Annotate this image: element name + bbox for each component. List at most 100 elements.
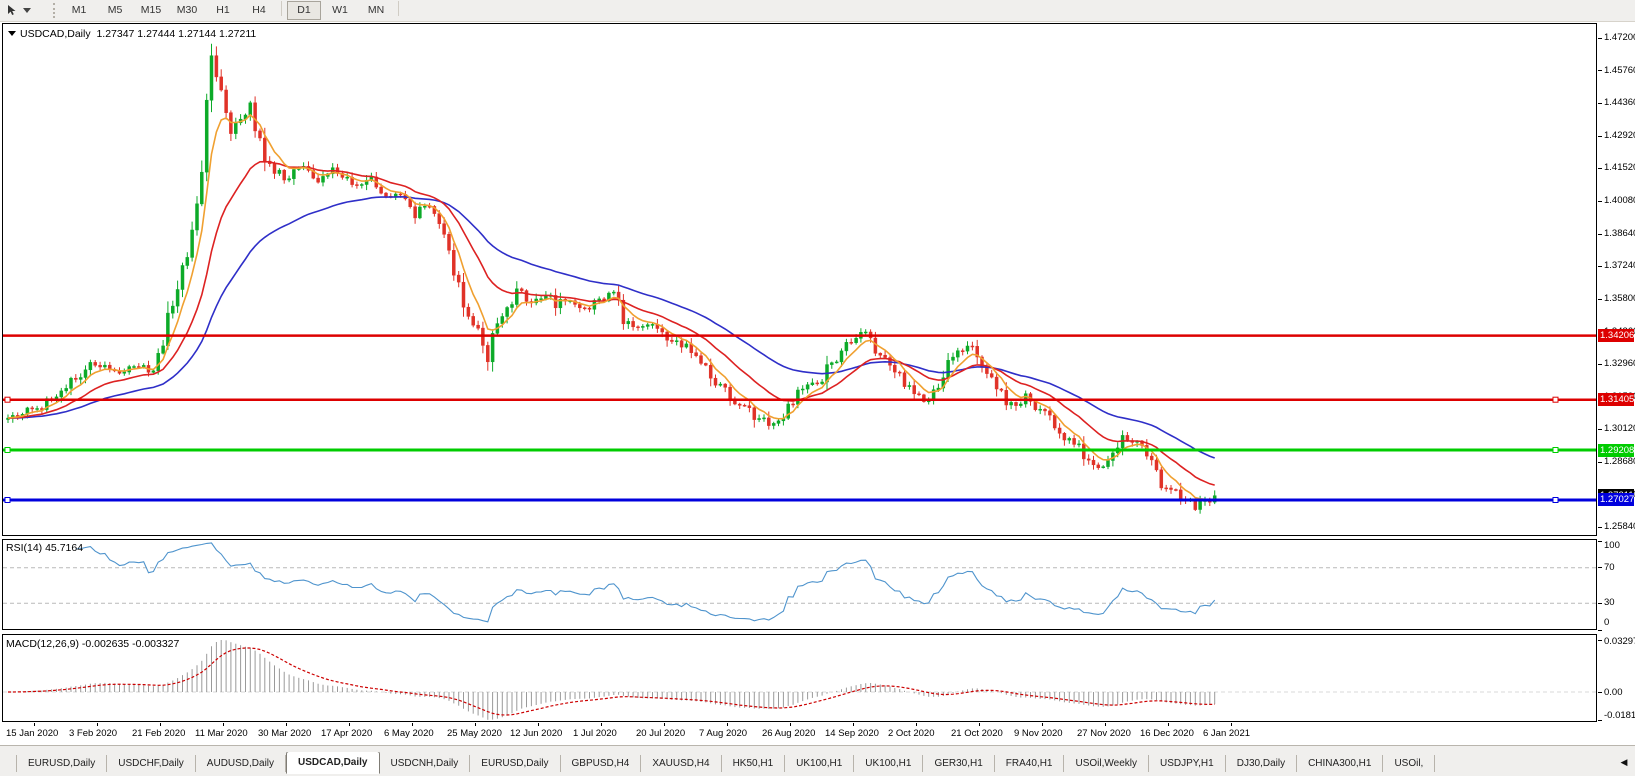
tab-scroll-left-icon[interactable]: ◀ xyxy=(1620,757,1628,767)
chart-tab-ger30-h1[interactable]: GER30,H1 xyxy=(923,755,995,772)
price-tick xyxy=(1598,265,1602,267)
price-axis[interactable]: 1.47200 1.45760 1.44360 1.42920 1.41520 1.400… xyxy=(1598,23,1635,536)
date-tick xyxy=(979,723,980,726)
date-tick xyxy=(916,723,917,726)
candlestick-chart[interactable] xyxy=(3,24,1596,535)
price-tick xyxy=(1598,70,1602,72)
macd-tick xyxy=(1598,720,1602,721)
timeframe-button-M15[interactable]: M15 xyxy=(140,4,162,16)
date-tick xyxy=(34,723,35,726)
price-tick-label: 1.40080 xyxy=(1604,195,1635,207)
toolbar-grip[interactable] xyxy=(53,3,55,18)
rsi-tick xyxy=(1598,567,1602,569)
toolbar-separator xyxy=(281,1,282,16)
macd-tick-label: -0.01815 xyxy=(1604,710,1635,721)
rsi-tick-label: 100 xyxy=(1604,540,1620,551)
macd-tick-label: 0.032972 xyxy=(1604,636,1635,647)
macd-tick-label: 0.00 xyxy=(1604,687,1623,698)
chart-tab-usoil[interactable]: USOil, xyxy=(1383,755,1436,772)
price-tick-label: 1.45760 xyxy=(1604,64,1635,76)
timeframe-button-H4[interactable]: H4 xyxy=(252,4,266,16)
macd-indicator-pane[interactable] xyxy=(2,634,1597,722)
rsi-indicator[interactable] xyxy=(3,540,1596,629)
date-tick xyxy=(664,723,665,726)
timeframe-button-H1[interactable]: H1 xyxy=(216,4,230,16)
price-tick-label: 1.37240 xyxy=(1604,260,1635,272)
price-tick-label: 1.32960 xyxy=(1604,358,1635,370)
macd-tick xyxy=(1598,640,1602,641)
price-tick xyxy=(1598,363,1602,365)
chart-tab-fra40-h1[interactable]: FRA40,H1 xyxy=(995,755,1065,772)
chart-tab-audusd-daily[interactable]: AUDUSD,Daily xyxy=(196,755,287,772)
timeframe-button-W1[interactable]: W1 xyxy=(332,4,348,16)
chart-title-collapse-icon[interactable] xyxy=(8,31,16,36)
hline-price-badge: 1.31405 xyxy=(1598,393,1635,407)
date-tick xyxy=(286,723,287,726)
chart-tab-bar: EURUSD,Daily USDCHF,Daily AUDUSD,Daily USDC… xyxy=(0,745,1635,776)
price-tick-label: 1.41520 xyxy=(1604,162,1635,174)
date-tick xyxy=(475,723,476,726)
price-tick xyxy=(1598,233,1602,235)
date-tick xyxy=(160,723,161,726)
chart-tabs: EURUSD,Daily USDCHF,Daily AUDUSD,Daily USDC… xyxy=(16,752,1613,776)
timeframe-button-M5[interactable]: M5 xyxy=(107,4,123,16)
chart-tab-dj30-daily[interactable]: DJ30,Daily xyxy=(1226,755,1298,772)
chart-tab-usdjpy-h1[interactable]: USDJPY,H1 xyxy=(1149,755,1226,772)
chart-tab-xauusd-h4[interactable]: XAUUSD,H4 xyxy=(641,755,722,772)
date-label: 17 Apr 2020 xyxy=(321,728,373,739)
rsi-indicator-label: RSI(14) 45.7164 xyxy=(6,542,84,554)
date-label: 16 Dec 2020 xyxy=(1140,728,1194,739)
date-label: 6 May 2020 xyxy=(384,728,434,739)
price-tick-label: 1.47200 xyxy=(1604,32,1635,43)
chart-tab-hk50-h1[interactable]: HK50,H1 xyxy=(722,755,786,772)
date-tick xyxy=(1231,723,1232,726)
price-tick xyxy=(1598,200,1602,202)
timeframe-button-MN[interactable]: MN xyxy=(367,4,385,16)
macd-axis[interactable]: 0.032972 0.00 -0.01815 xyxy=(1598,634,1635,722)
rsi-axis[interactable]: 100 70 30 0 xyxy=(1598,539,1635,631)
chart-title-symbol: USDCAD,Daily xyxy=(20,28,91,40)
timeframe-button-D1[interactable]: D1 xyxy=(287,1,321,20)
macd-indicator-label: MACD(12,26,9) -0.002635 -0.003327 xyxy=(6,638,180,650)
chart-tab-gbpusd-h4[interactable]: GBPUSD,H4 xyxy=(561,755,642,772)
timeframe-button-M1[interactable]: M1 xyxy=(71,4,87,16)
date-label: 11 Mar 2020 xyxy=(195,728,248,739)
chart-tab-usoil-weekly[interactable]: USOil,Weekly xyxy=(1064,755,1149,772)
date-tick xyxy=(601,723,602,726)
price-tick-label: 1.28680 xyxy=(1604,456,1635,468)
price-tick xyxy=(1598,167,1602,169)
chart-tab-uk100-h1[interactable]: UK100,H1 xyxy=(785,755,855,772)
price-tick xyxy=(1598,135,1602,137)
date-label: 15 Jan 2020 xyxy=(6,728,59,739)
chart-tab-usdcad-daily[interactable]: USDCAD,Daily xyxy=(286,752,380,774)
price-tick xyxy=(1598,37,1602,39)
chart-tab-usdchf-daily[interactable]: USDCHF,Daily xyxy=(107,755,196,772)
main-chart-pane[interactable] xyxy=(2,23,1597,536)
price-tick-label: 1.25840 xyxy=(1604,521,1635,533)
price-tick-label: 1.35800 xyxy=(1604,293,1635,305)
date-label: 6 Jan 2021 xyxy=(1203,728,1251,739)
date-tick xyxy=(412,723,413,726)
macd-indicator[interactable] xyxy=(3,635,1596,721)
date-label: 26 Aug 2020 xyxy=(762,728,816,739)
price-tick-label: 1.30120 xyxy=(1604,423,1635,435)
cursor-tool-icon[interactable] xyxy=(4,3,20,19)
hline-price-badge: 1.27027 xyxy=(1598,493,1635,507)
rsi-tick xyxy=(1598,629,1602,631)
cursor-tool-dropdown-icon[interactable] xyxy=(23,8,31,13)
date-label: 25 May 2020 xyxy=(447,728,502,739)
date-tick xyxy=(727,723,728,726)
chart-tab-usdcnh-daily[interactable]: USDCNH,Daily xyxy=(380,755,471,772)
chart-tab-uk100-h1[interactable]: UK100,H1 xyxy=(854,755,924,772)
date-tick xyxy=(853,723,854,726)
chart-tab-eurusd-daily[interactable]: EURUSD,Daily xyxy=(16,755,108,772)
chart-title-ohlc: 1.27347 1.27444 1.27144 1.27211 xyxy=(96,28,257,40)
timeframe-button-M30[interactable]: M30 xyxy=(176,4,198,16)
chart-tab-eurusd-daily[interactable]: EURUSD,Daily xyxy=(470,755,561,772)
price-tick-label: 1.38640 xyxy=(1604,228,1635,240)
chart-tab-china300-h1[interactable]: CHINA300,H1 xyxy=(1297,755,1384,772)
rsi-tick-label: 70 xyxy=(1604,561,1615,573)
time-axis[interactable]: 15 Jan 2020 3 Feb 2020 21 Feb 2020 11 Mar 2… xyxy=(2,723,1597,744)
rsi-indicator-pane[interactable] xyxy=(2,539,1597,630)
